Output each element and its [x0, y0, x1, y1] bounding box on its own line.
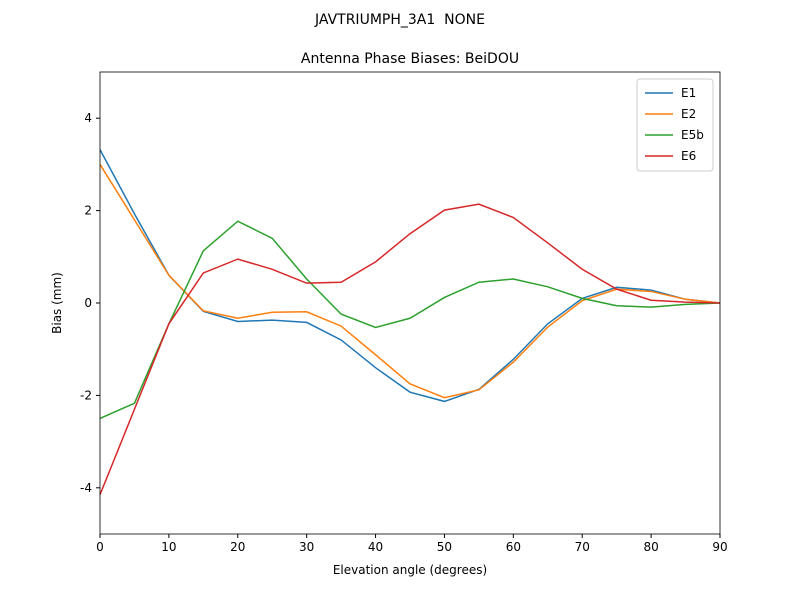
- plot-frame: [99, 71, 721, 535]
- x-tick-label: 50: [437, 540, 452, 554]
- x-tick-label: 70: [575, 540, 590, 554]
- y-tick-label: -2: [80, 388, 92, 402]
- x-tick-label: 90: [712, 540, 727, 554]
- y-tick-label: 0: [84, 296, 92, 310]
- legend-label: E5b: [681, 128, 704, 142]
- x-tick-label: 30: [299, 540, 314, 554]
- y-tick-label: -4: [80, 481, 92, 495]
- x-tick-label: 0: [96, 540, 104, 554]
- x-tick-label: 10: [161, 540, 176, 554]
- series-line: [100, 220, 720, 420]
- x-tick-label: 60: [506, 540, 521, 554]
- legend-label: E6: [681, 149, 696, 163]
- series-line: [100, 149, 720, 403]
- x-tick-label: 20: [230, 540, 245, 554]
- legend-label: E1: [681, 86, 696, 100]
- y-axis-label: Bias (mm): [50, 272, 64, 334]
- x-tick-label: 80: [643, 540, 658, 554]
- legend-box: [636, 78, 714, 172]
- x-tick-label: 40: [368, 540, 383, 554]
- chart-title: Antenna Phase Biases: BeiDOU: [301, 51, 519, 67]
- y-tick-label: 2: [84, 204, 92, 218]
- legend-label: E2: [681, 107, 696, 121]
- y-tick-label: 4: [84, 111, 92, 125]
- x-axis-label: Elevation angle (degrees): [333, 563, 487, 577]
- suptitle: JAVTRIUMPH_3A1 NONE: [314, 12, 485, 28]
- series-line: [100, 164, 720, 399]
- series-line: [100, 203, 720, 496]
